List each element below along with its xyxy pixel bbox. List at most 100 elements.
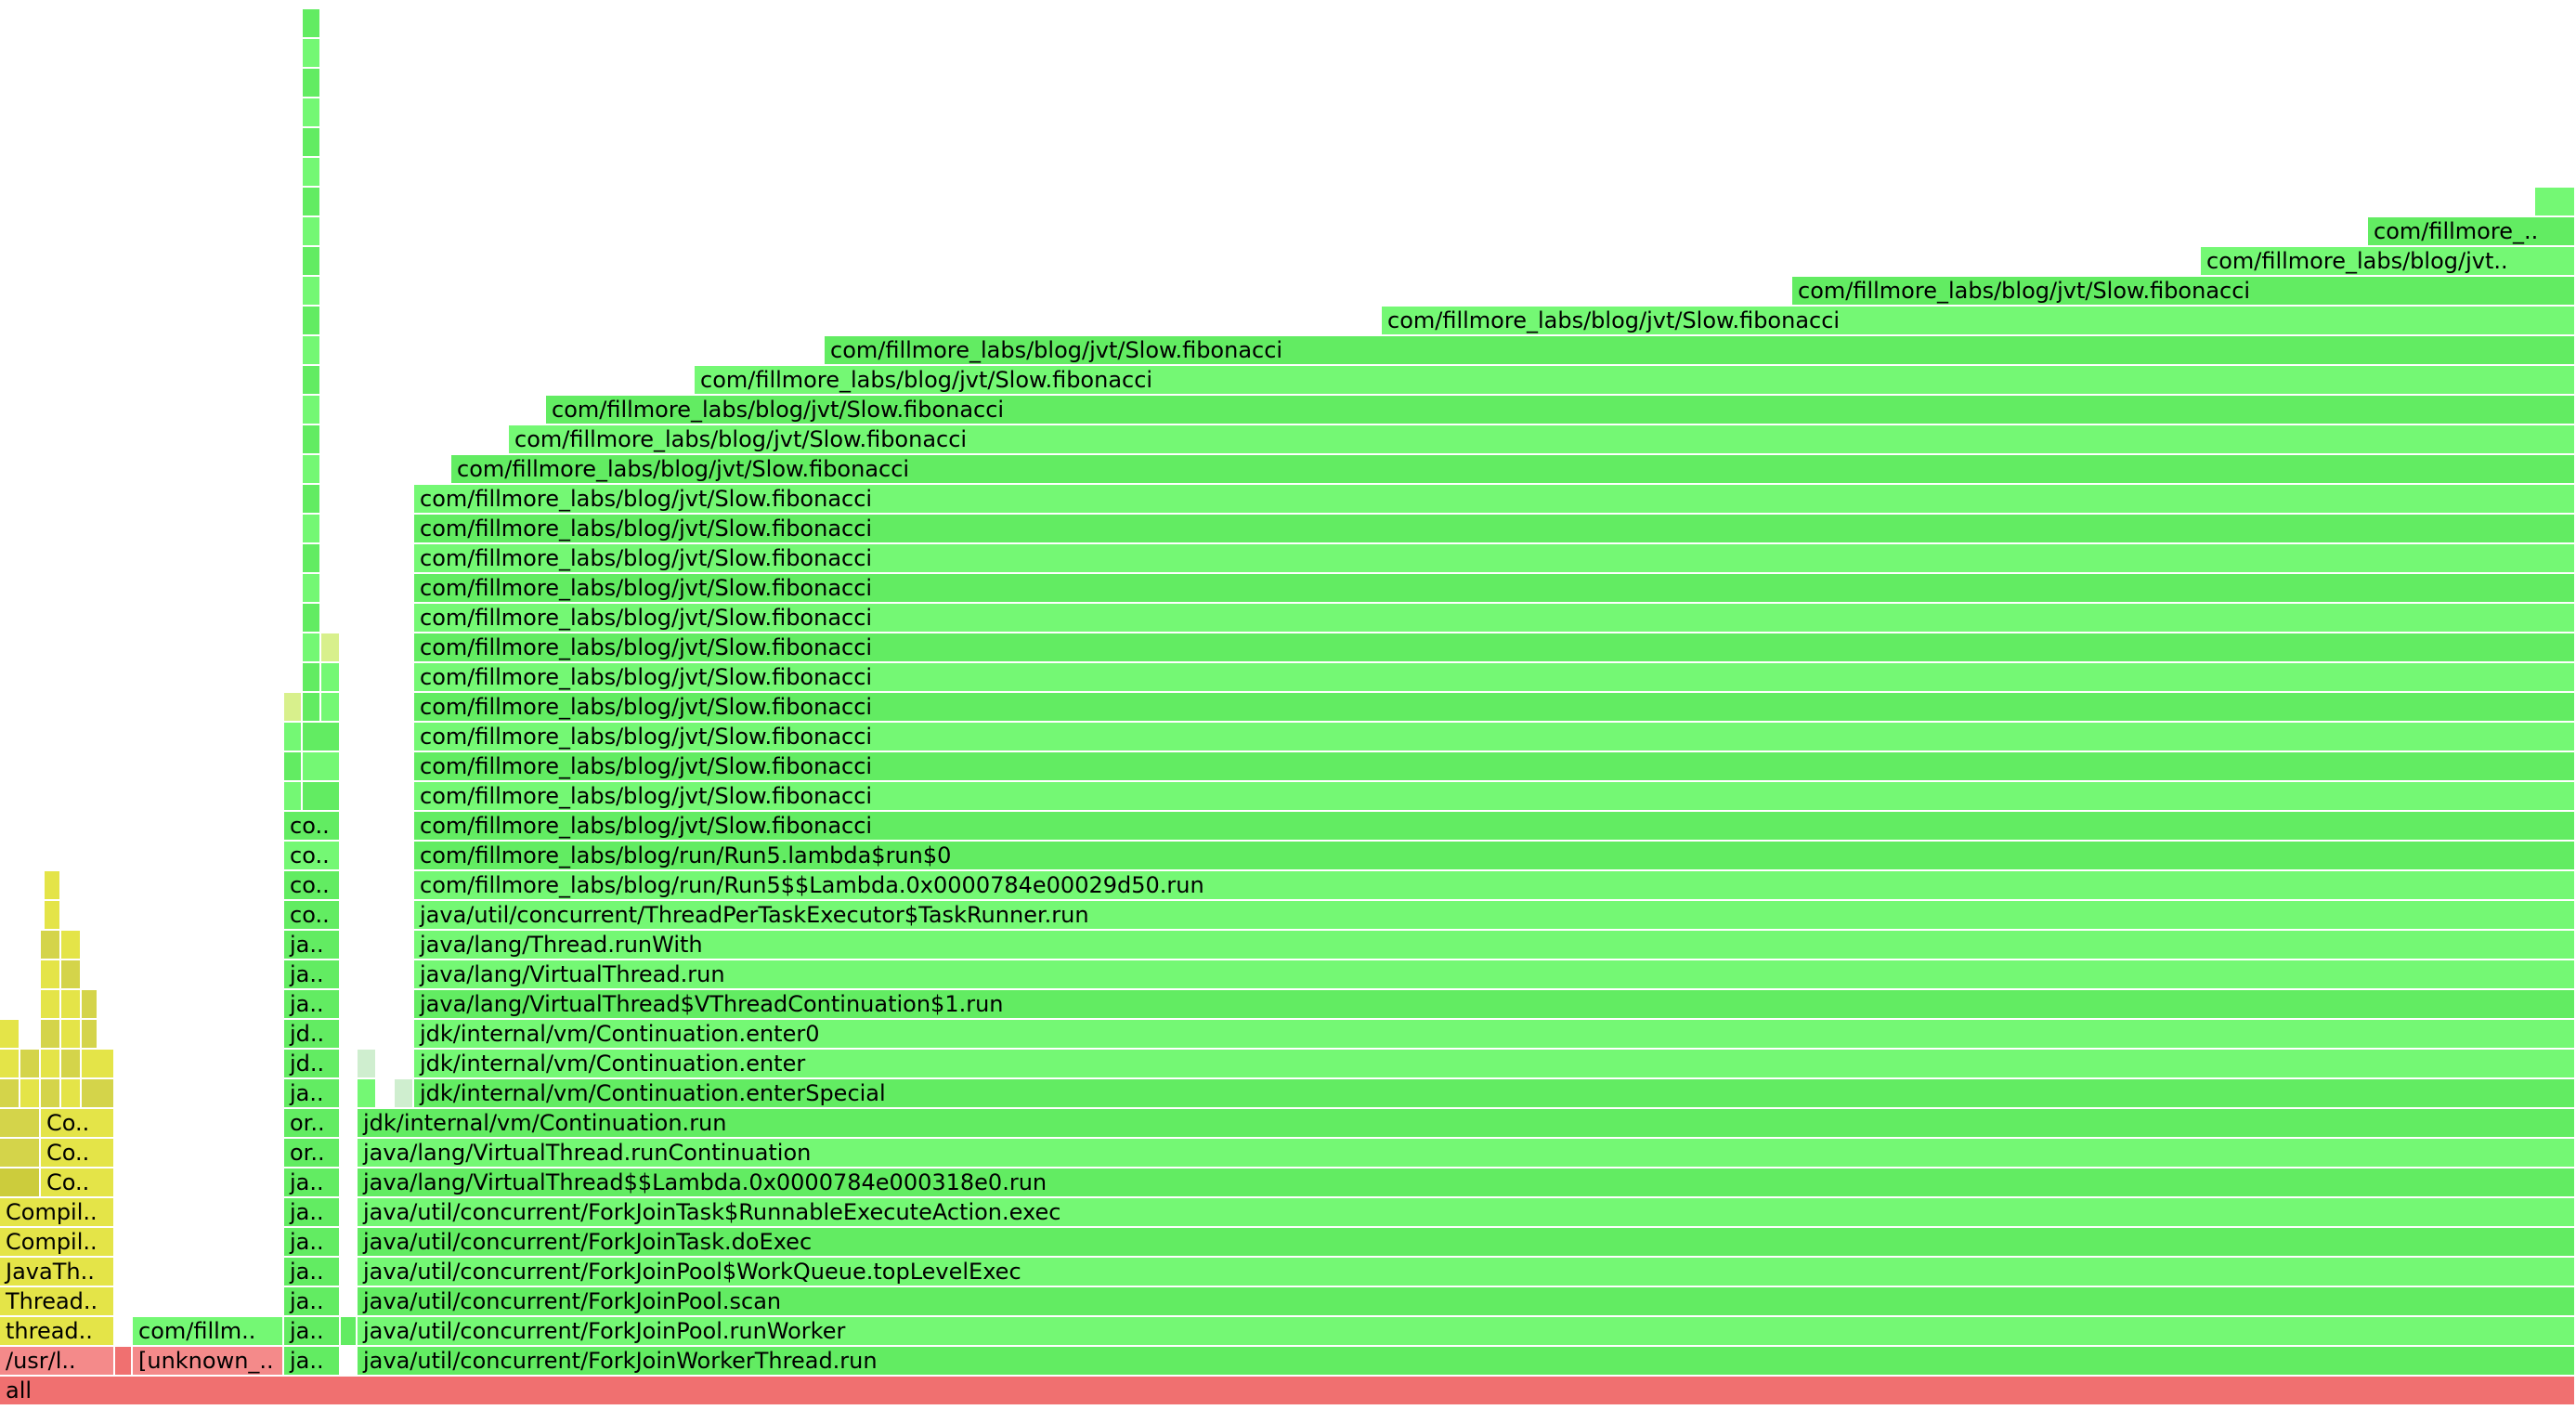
- flame-frame[interactable]: [284, 723, 303, 751]
- flame-frame[interactable]: com/fillmore_labs/blog/jvt/Slow.fibonacc…: [825, 336, 2576, 364]
- flame-frame[interactable]: [303, 485, 321, 513]
- flame-frame[interactable]: co..: [284, 871, 341, 899]
- flame-frame[interactable]: [0, 1079, 20, 1107]
- flame-frame[interactable]: [303, 366, 321, 394]
- flame-frame[interactable]: [61, 1020, 82, 1048]
- flame-frame[interactable]: [82, 1079, 115, 1107]
- flame-frame[interactable]: [82, 990, 98, 1018]
- flame-frame[interactable]: [82, 1020, 98, 1048]
- flame-frame[interactable]: com/fillmore_labs/blog/run/Run5.lambda$r…: [414, 842, 2576, 869]
- flame-frame[interactable]: [41, 1079, 61, 1107]
- flame-frame[interactable]: com/fillmore_labs/blog/jvt/Slow.fibonacc…: [414, 633, 2576, 661]
- flame-frame[interactable]: jdk/internal/vm/Continuation.run: [358, 1109, 2576, 1137]
- flame-frame[interactable]: com/fillmore_labs/blog/jvt/Slow.fibonacc…: [509, 425, 2576, 453]
- flame-frame[interactable]: ja..: [284, 960, 341, 988]
- flame-frame[interactable]: [61, 931, 82, 959]
- flame-frame[interactable]: [303, 693, 321, 721]
- flame-frame[interactable]: [45, 871, 61, 899]
- flame-frame[interactable]: [303, 158, 321, 186]
- flame-frame[interactable]: com/fillmore_labs/blog/jvt/Slow.fibonacc…: [414, 663, 2576, 691]
- flame-frame[interactable]: com/fillmore_labs/blog/jvt/Slow.fibonacc…: [1792, 277, 2576, 305]
- flame-frame[interactable]: [358, 1079, 377, 1107]
- flame-frame[interactable]: or..: [284, 1139, 341, 1167]
- flame-frame[interactable]: ja..: [284, 1198, 341, 1226]
- flame-frame[interactable]: [20, 1079, 41, 1107]
- flame-frame[interactable]: java/util/concurrent/ForkJoinPool.runWor…: [358, 1317, 2576, 1345]
- flame-frame[interactable]: [303, 188, 321, 215]
- flame-frame[interactable]: java/lang/VirtualThread.runContinuation: [358, 1139, 2576, 1167]
- flame-frame[interactable]: ja..: [284, 1258, 341, 1286]
- flame-frame[interactable]: jd..: [284, 1020, 341, 1048]
- flame-frame[interactable]: java/lang/VirtualThread.run: [414, 960, 2576, 988]
- flame-frame[interactable]: co..: [284, 901, 341, 929]
- flame-frame[interactable]: com/fillmore_labs/blog/jvt/Slow.fibonacc…: [414, 604, 2576, 632]
- flame-frame[interactable]: jdk/internal/vm/Continuation.enterSpecia…: [414, 1079, 2576, 1107]
- flame-frame[interactable]: ja..: [284, 990, 341, 1018]
- flame-frame[interactable]: Co..: [41, 1139, 115, 1167]
- flame-frame[interactable]: jd..: [284, 1050, 341, 1077]
- flame-frame[interactable]: java/lang/Thread.runWith: [414, 931, 2576, 959]
- flame-frame[interactable]: java/lang/VirtualThread$$Lambda.0x000078…: [358, 1168, 2576, 1196]
- flame-frame[interactable]: [395, 1079, 414, 1107]
- flame-frame[interactable]: [303, 247, 321, 275]
- flame-frame[interactable]: Compil..: [0, 1228, 115, 1256]
- flame-frame[interactable]: com/fillmore_labs/blog/jvt/Slow.fibonacc…: [414, 544, 2576, 572]
- flame-frame[interactable]: [41, 1020, 61, 1048]
- flame-frame[interactable]: [303, 515, 321, 542]
- flame-frame[interactable]: java/lang/VirtualThread$VThreadContinuat…: [414, 990, 2576, 1018]
- flame-frame[interactable]: java/util/concurrent/ForkJoinPool.scan: [358, 1287, 2576, 1315]
- flame-frame[interactable]: Thread..: [0, 1287, 115, 1315]
- frame-root[interactable]: all: [0, 1377, 2576, 1404]
- flame-frame[interactable]: [41, 990, 61, 1018]
- flame-frame[interactable]: Compil..: [0, 1198, 115, 1226]
- flame-frame[interactable]: com/fillmore_labs/blog/run/Run5$$Lambda.…: [414, 871, 2576, 899]
- flame-frame[interactable]: [303, 217, 321, 245]
- flame-frame[interactable]: [303, 663, 321, 691]
- flame-frame[interactable]: java/util/concurrent/ForkJoinPool$WorkQu…: [358, 1258, 2576, 1286]
- flame-frame[interactable]: [20, 1050, 41, 1077]
- flame-frame[interactable]: com/fillmore_labs/blog/jvt/Slow.fibonacc…: [1382, 307, 2576, 334]
- flame-frame[interactable]: [303, 455, 321, 483]
- flame-frame[interactable]: co..: [284, 812, 341, 840]
- flame-frame[interactable]: [303, 604, 321, 632]
- flame-frame[interactable]: [0, 1109, 41, 1137]
- flame-frame[interactable]: [284, 782, 303, 810]
- flame-frame[interactable]: [0, 1020, 20, 1048]
- flame-frame[interactable]: [303, 69, 321, 97]
- flame-frame[interactable]: [303, 277, 321, 305]
- flame-frame[interactable]: com/fillmore_labs/blog/jvt/Slow.fibonacc…: [414, 485, 2576, 513]
- flame-frame[interactable]: java/util/concurrent/ThreadPerTaskExecut…: [414, 901, 2576, 929]
- flame-frame[interactable]: [0, 1050, 20, 1077]
- flame-frame[interactable]: com/fillmore_..: [2368, 217, 2576, 245]
- flame-frame[interactable]: [321, 633, 341, 661]
- flame-frame[interactable]: com/fillmore_labs/blog/jvt/Slow.fibonacc…: [546, 396, 2576, 424]
- flame-frame[interactable]: [284, 752, 303, 780]
- flame-frame[interactable]: ja..: [284, 1317, 341, 1345]
- flame-frame[interactable]: com/fillm..: [133, 1317, 284, 1345]
- flame-frame[interactable]: [303, 9, 321, 37]
- flame-frame[interactable]: [41, 931, 61, 959]
- flame-frame[interactable]: [303, 98, 321, 126]
- flame-frame[interactable]: Co..: [41, 1109, 115, 1137]
- flame-frame[interactable]: [303, 574, 321, 602]
- flame-frame[interactable]: [unknown_..: [133, 1347, 284, 1375]
- flame-frame[interactable]: [303, 782, 341, 810]
- flame-frame[interactable]: ja..: [284, 1287, 341, 1315]
- flame-frame[interactable]: JavaTh..: [0, 1258, 115, 1286]
- flame-frame[interactable]: ja..: [284, 1347, 341, 1375]
- flame-frame[interactable]: [2535, 188, 2576, 215]
- flame-frame[interactable]: [303, 307, 321, 334]
- flame-frame[interactable]: [321, 693, 341, 721]
- flame-frame[interactable]: [358, 1050, 377, 1077]
- flame-frame[interactable]: com/fillmore_labs/blog/jvt/Slow.fibonacc…: [414, 812, 2576, 840]
- flame-frame[interactable]: com/fillmore_labs/blog/jvt..: [2201, 247, 2576, 275]
- flame-frame[interactable]: [303, 39, 321, 67]
- flame-frame[interactable]: co..: [284, 842, 341, 869]
- flame-frame[interactable]: [303, 723, 341, 751]
- flame-frame[interactable]: java/util/concurrent/ForkJoinTask.doExec: [358, 1228, 2576, 1256]
- flame-frame[interactable]: [303, 396, 321, 424]
- flame-frame[interactable]: ja..: [284, 1079, 341, 1107]
- flame-frame[interactable]: [303, 425, 321, 453]
- flame-frame[interactable]: [61, 1079, 82, 1107]
- flame-frame[interactable]: [61, 990, 82, 1018]
